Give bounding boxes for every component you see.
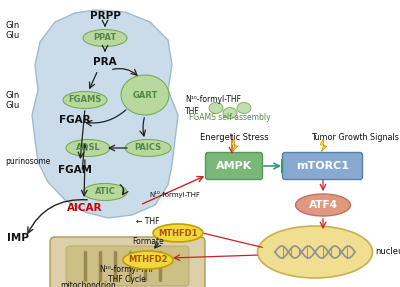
Text: Tumor Growth Signals: Tumor Growth Signals (311, 133, 399, 143)
Text: FGAM: FGAM (58, 165, 92, 175)
Text: mTORC1: mTORC1 (296, 161, 349, 171)
Text: Gln: Gln (5, 22, 19, 30)
Text: THF Cycle: THF Cycle (108, 276, 146, 284)
Text: ATIC: ATIC (94, 187, 116, 197)
Ellipse shape (123, 251, 173, 269)
Text: ← THF: ← THF (136, 218, 160, 226)
Text: PRPP: PRPP (90, 11, 120, 21)
Text: MTHFD2: MTHFD2 (128, 255, 168, 265)
Text: IMP: IMP (7, 233, 29, 243)
Text: THF: THF (185, 108, 200, 117)
Text: ADSL: ADSL (76, 144, 100, 152)
Ellipse shape (209, 102, 223, 113)
Text: PAICS: PAICS (134, 144, 162, 152)
FancyBboxPatch shape (282, 152, 362, 179)
Text: N¹⁰-formyl-THF: N¹⁰-formyl-THF (150, 191, 200, 199)
Ellipse shape (223, 108, 237, 119)
FancyBboxPatch shape (206, 152, 262, 179)
Text: purinosome: purinosome (5, 158, 50, 166)
Ellipse shape (121, 75, 169, 115)
Text: Energetic Stress: Energetic Stress (200, 133, 268, 143)
Text: N¹⁰-formyl-THF: N¹⁰-formyl-THF (185, 96, 241, 104)
Text: FGAR: FGAR (59, 115, 91, 125)
FancyBboxPatch shape (66, 246, 189, 286)
Ellipse shape (83, 183, 127, 201)
Text: GART: GART (132, 90, 158, 100)
Text: FGAMS self-assembly: FGAMS self-assembly (189, 113, 271, 121)
Ellipse shape (258, 226, 372, 278)
Ellipse shape (66, 139, 110, 156)
Text: Formate: Formate (132, 238, 164, 247)
Text: FGAMS: FGAMS (68, 96, 102, 104)
Text: mitochondrion: mitochondrion (60, 280, 116, 287)
Polygon shape (320, 139, 327, 152)
Ellipse shape (83, 30, 127, 46)
Text: MTHFD1: MTHFD1 (158, 228, 198, 238)
Text: Glu: Glu (5, 100, 19, 110)
Ellipse shape (296, 194, 350, 216)
Text: Glu: Glu (5, 32, 19, 40)
Ellipse shape (63, 92, 107, 108)
Text: nucleus: nucleus (375, 247, 400, 257)
Text: Gln: Gln (5, 90, 19, 100)
Ellipse shape (125, 139, 171, 156)
Text: N¹⁰-formyl-THF: N¹⁰-formyl-THF (99, 265, 155, 274)
Ellipse shape (237, 102, 251, 113)
FancyBboxPatch shape (50, 237, 205, 287)
Text: ATF4: ATF4 (308, 200, 338, 210)
Text: AICAR: AICAR (67, 203, 103, 213)
Ellipse shape (153, 224, 203, 242)
Polygon shape (32, 10, 178, 218)
Text: PRA: PRA (93, 57, 117, 67)
Polygon shape (231, 139, 238, 152)
Text: PPAT: PPAT (93, 34, 117, 42)
Text: AMPK: AMPK (216, 161, 252, 171)
